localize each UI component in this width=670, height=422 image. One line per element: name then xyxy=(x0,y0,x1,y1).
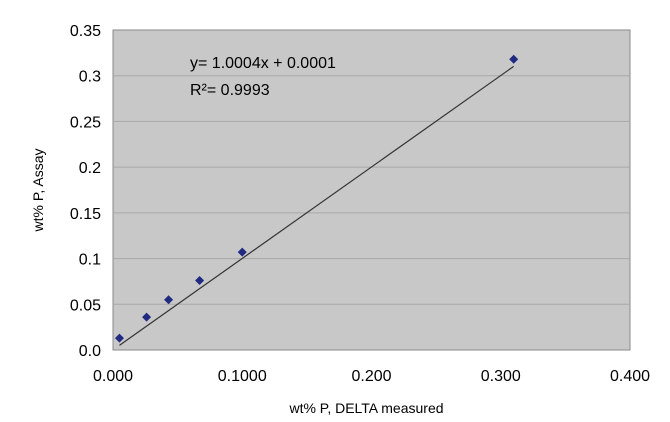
x-tick-label: 0.300 xyxy=(481,368,521,385)
y-tick-label: 0.2 xyxy=(79,160,101,177)
data-point xyxy=(114,333,124,343)
data-point xyxy=(509,54,519,64)
x-tick-label: 0.200 xyxy=(351,368,391,385)
gridlines xyxy=(113,75,630,305)
x-tick-label: 0.400 xyxy=(610,368,650,385)
x-axis-title: wt% P, DELTA measured xyxy=(288,400,443,416)
data-point xyxy=(237,247,247,257)
y-axis-title: wt% P, Assay xyxy=(30,148,46,232)
y-tick-label: 0.1 xyxy=(79,252,101,269)
r-squared-label: R²= 0.9993 xyxy=(190,82,270,99)
y-tick-label: 0.35 xyxy=(70,23,101,40)
y-tick-label: 0.3 xyxy=(79,69,101,86)
y-tick-label: 0.0 xyxy=(79,343,101,360)
y-tick-label: 0.15 xyxy=(70,206,101,223)
trendline xyxy=(119,65,515,346)
x-tick-label: 0.1000 xyxy=(218,368,267,385)
data-point xyxy=(195,276,205,286)
plot-area xyxy=(112,29,631,351)
y-axis-ticks: 0.0 0.05 0.1 0.15 0.2 0.25 0.3 0.35 xyxy=(70,23,101,360)
data-points xyxy=(114,54,519,343)
trendline-equation: y= 1.0004x + 0.0001 xyxy=(190,55,336,72)
data-point xyxy=(164,295,174,305)
y-tick-label: 0.25 xyxy=(70,114,101,131)
y-tick-label: 0.05 xyxy=(70,297,101,314)
x-tick-label: 0.000 xyxy=(93,368,133,385)
x-axis-ticks: 0.000 0.1000 0.200 0.300 0.400 xyxy=(93,368,650,385)
data-point xyxy=(142,312,152,322)
